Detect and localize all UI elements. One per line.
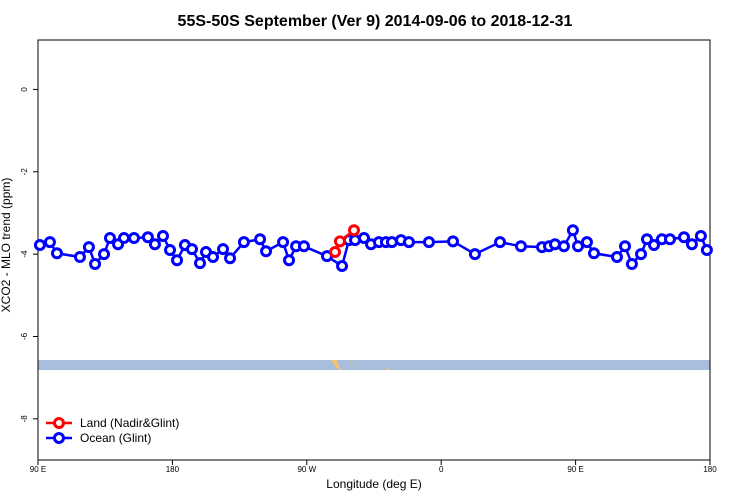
data-point xyxy=(277,236,290,249)
data-point xyxy=(333,235,346,248)
data-point xyxy=(357,232,370,245)
data-point xyxy=(685,238,698,251)
legend-marker xyxy=(53,417,65,429)
legend-label: Ocean (Glint) xyxy=(80,431,151,445)
data-point xyxy=(82,241,95,254)
data-point xyxy=(148,238,161,251)
x-tick-label: 90 W xyxy=(297,465,316,474)
x-tick-label: 90 E xyxy=(567,465,583,474)
data-point xyxy=(103,232,116,245)
data-point xyxy=(237,236,250,249)
data-point xyxy=(260,245,273,258)
data-point xyxy=(422,236,435,249)
x-tick-label: 0 xyxy=(439,465,444,474)
data-point xyxy=(98,248,111,261)
data-point xyxy=(514,240,527,253)
legend-label: Land (Nadir&Glint) xyxy=(80,416,179,430)
data-point xyxy=(635,248,648,261)
data-point xyxy=(156,230,169,242)
data-point xyxy=(494,236,507,249)
y-tick-label: -2 xyxy=(20,168,29,176)
data-point xyxy=(128,232,141,245)
data-point xyxy=(33,239,46,252)
x-tick-label: 180 xyxy=(703,465,717,474)
data-point xyxy=(580,236,593,249)
data-point xyxy=(663,233,676,246)
data-point xyxy=(336,260,349,273)
data-point xyxy=(217,243,230,256)
data-point xyxy=(207,251,220,263)
data-point xyxy=(89,258,102,270)
data-point xyxy=(254,233,267,246)
land-patch xyxy=(331,360,388,370)
data-point xyxy=(347,224,360,237)
x-tick-label: 90 E xyxy=(30,465,46,474)
data-point xyxy=(566,224,579,237)
data-point xyxy=(571,240,584,253)
x-axis-label: Longitude (deg E) xyxy=(326,477,421,491)
data-point xyxy=(610,251,623,263)
data-point xyxy=(141,231,154,244)
map-strip xyxy=(38,360,710,370)
legend-marker xyxy=(53,432,65,444)
data-point xyxy=(700,244,713,256)
y-tick-label: -6 xyxy=(20,332,29,340)
data-point xyxy=(50,247,63,260)
data-point xyxy=(557,240,570,253)
y-tick-label: -8 xyxy=(20,415,29,423)
data-point xyxy=(587,247,600,260)
data-point xyxy=(43,236,56,249)
data-point xyxy=(73,251,86,263)
data-point xyxy=(402,236,415,249)
data-point xyxy=(385,236,398,249)
x-tick-label: 180 xyxy=(166,465,180,474)
data-point xyxy=(648,239,660,252)
plot-frame xyxy=(37,39,711,461)
y-axis-label: XCO2 - MLO trend (ppm) xyxy=(0,178,13,313)
data-point xyxy=(446,235,459,248)
y-tick-label: 0 xyxy=(20,87,29,92)
data-point xyxy=(164,244,177,256)
data-point xyxy=(297,240,310,253)
data-point xyxy=(224,252,237,265)
data-point xyxy=(283,254,296,267)
data-point xyxy=(185,243,198,256)
data-point xyxy=(194,257,207,270)
data-point xyxy=(625,258,638,270)
data-point xyxy=(329,246,342,259)
data-point xyxy=(619,240,632,253)
data-point xyxy=(678,231,691,244)
data-point xyxy=(171,254,184,267)
data-point xyxy=(468,248,481,261)
data-point xyxy=(118,232,131,245)
y-tick-label: -4 xyxy=(20,250,29,258)
data-point xyxy=(694,230,707,242)
chart-title: 55S-50S September (Ver 9) 2014-09-06 to … xyxy=(178,13,573,30)
